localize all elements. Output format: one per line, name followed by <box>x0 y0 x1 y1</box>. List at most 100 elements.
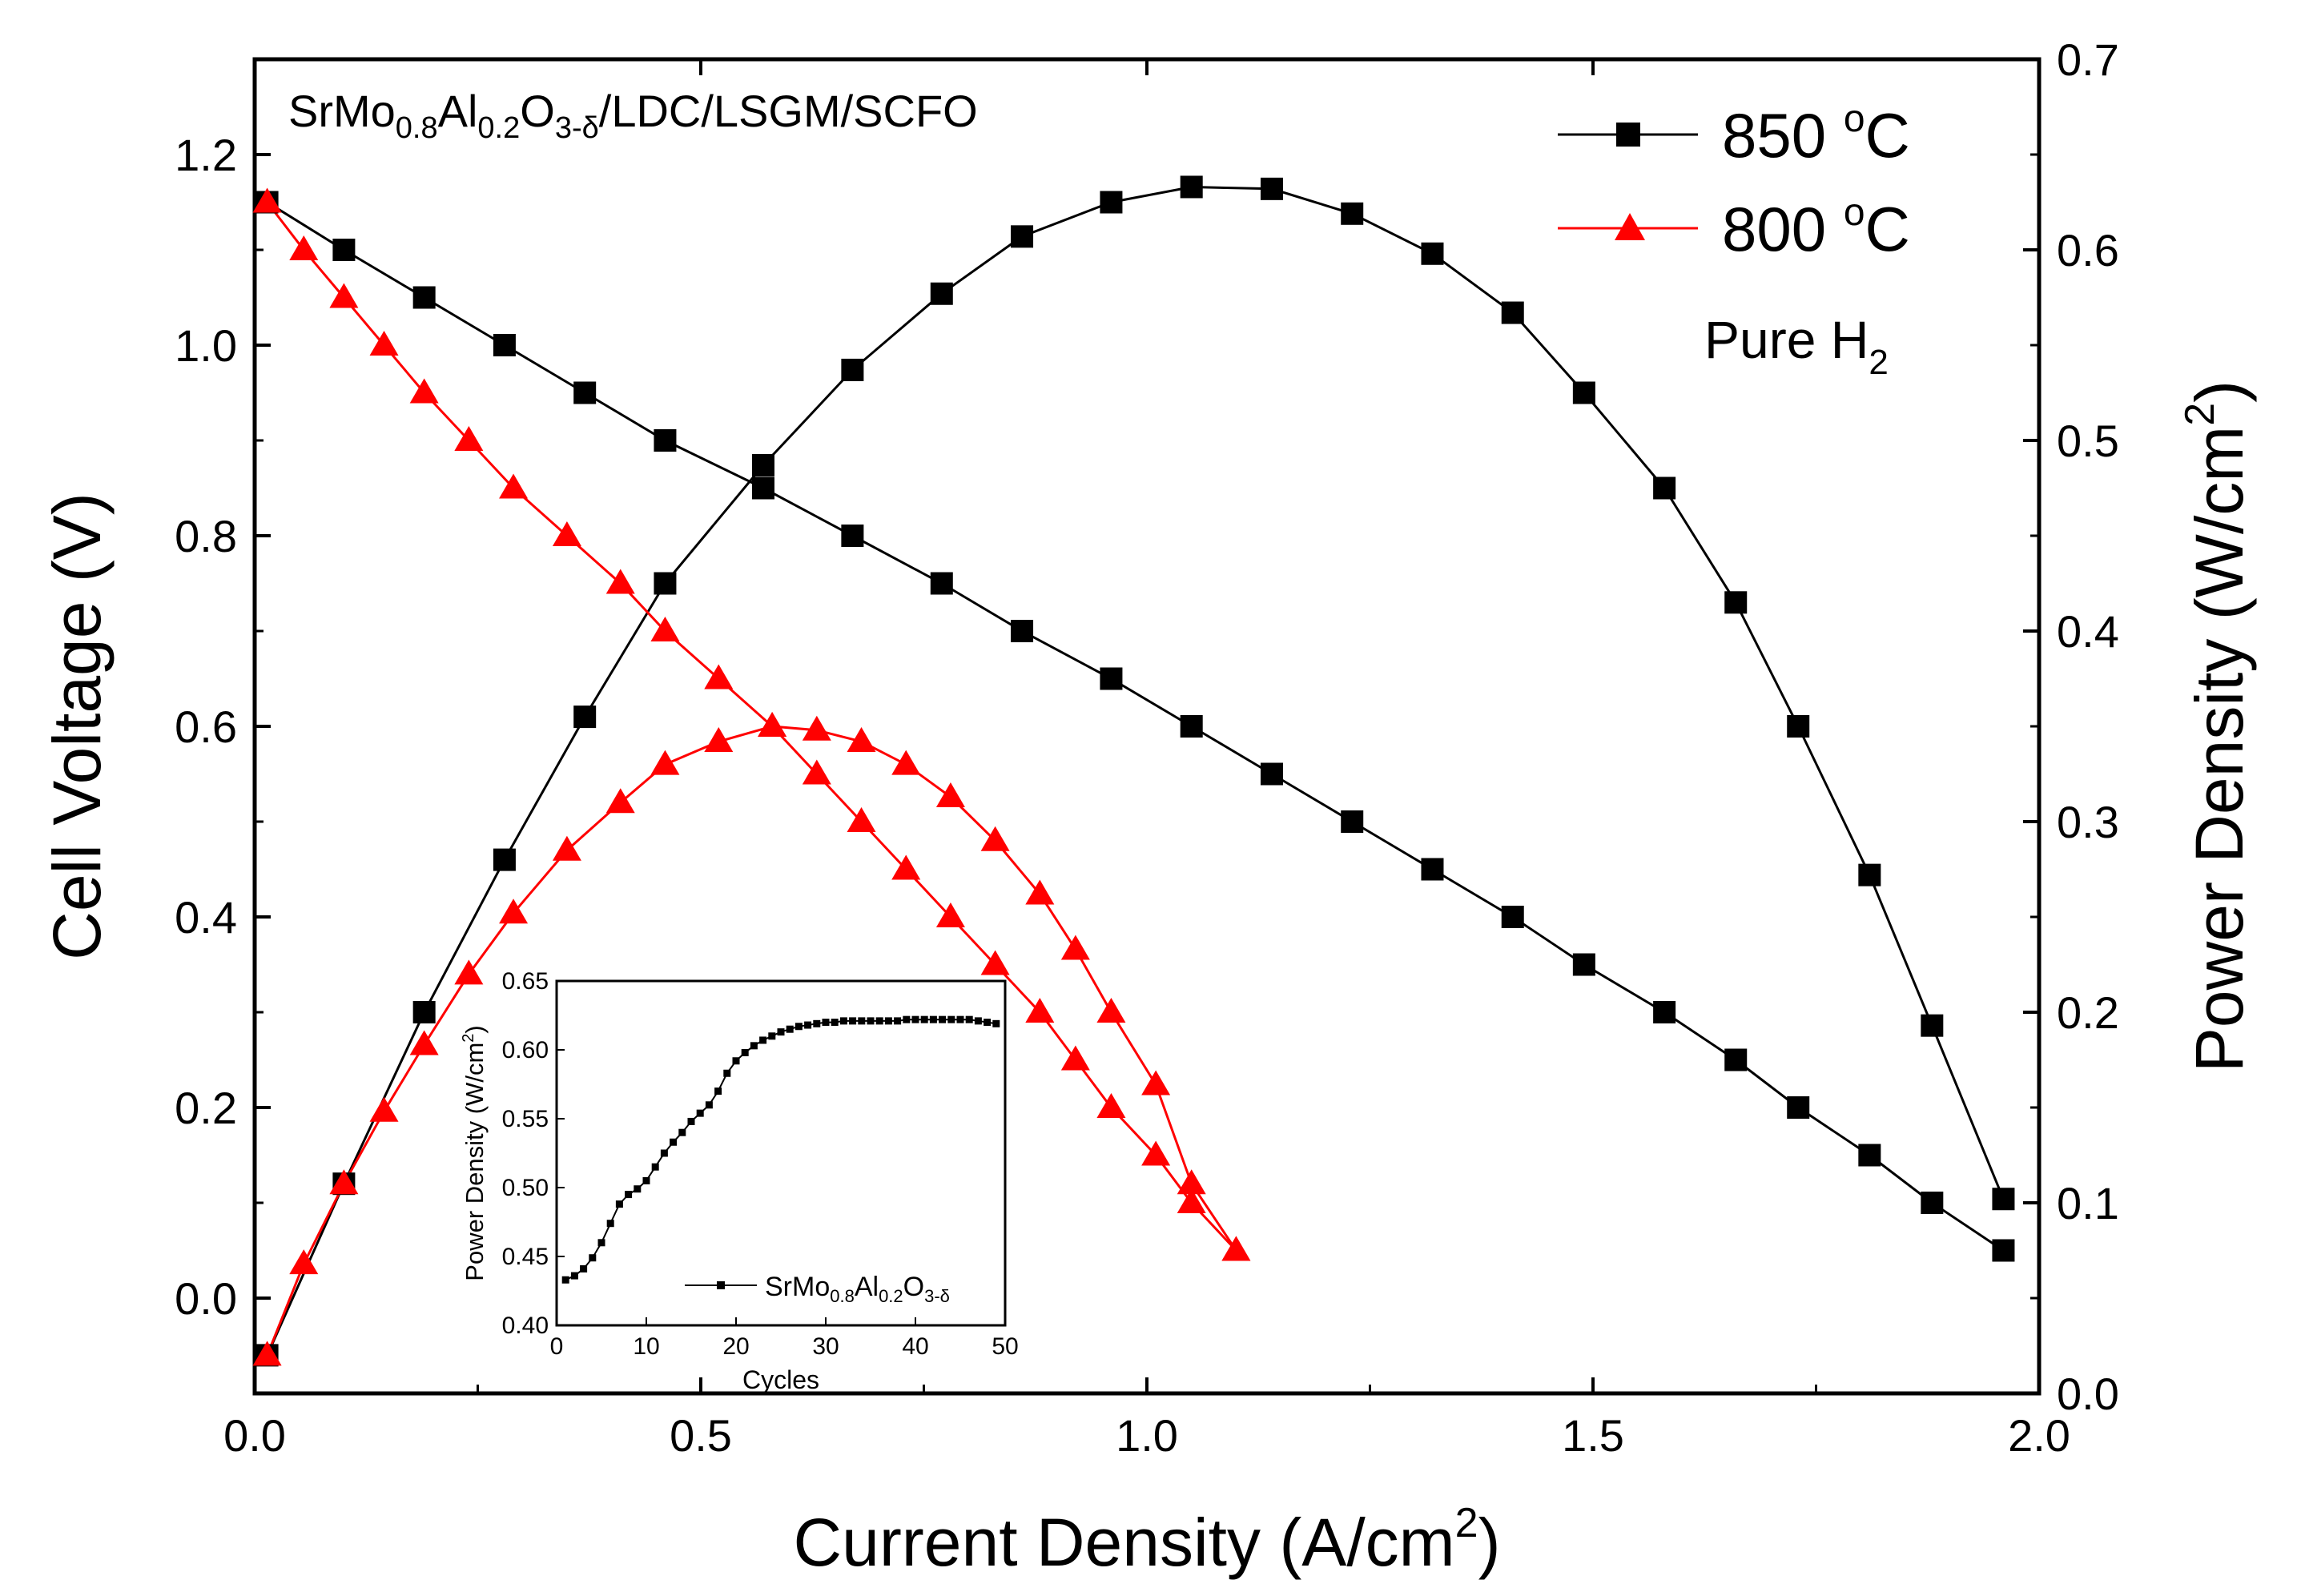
inset-data-point <box>939 1015 947 1023</box>
data-point-square <box>930 572 953 595</box>
data-point-square <box>493 848 516 871</box>
data-point-square <box>1858 1144 1881 1167</box>
data-point-triangle <box>758 712 787 737</box>
inset-x-tick-label: 30 <box>812 1333 839 1360</box>
y-tick-label: 0.6 <box>175 702 237 752</box>
legend-marker-800 <box>1615 213 1645 240</box>
x-tick-label: 1.0 <box>1116 1410 1178 1461</box>
inset-data-point <box>714 1087 722 1095</box>
data-point-square <box>1992 1188 2015 1211</box>
data-point-triangle <box>802 715 831 741</box>
y2-tick-label: 0.0 <box>2057 1369 2119 1419</box>
inset-data-point <box>884 1017 892 1025</box>
data-point-square <box>1572 953 1595 976</box>
data-point-triangle <box>369 331 399 356</box>
inset-data-point <box>634 1185 642 1193</box>
data-point-square <box>1100 667 1123 690</box>
inset-data-point <box>875 1017 883 1025</box>
data-point-square <box>1724 1048 1748 1071</box>
inset-data-point <box>947 1015 955 1023</box>
data-point-triangle <box>289 1249 319 1275</box>
inset-data-point <box>965 1015 973 1023</box>
inset-x-tick-label: 10 <box>633 1333 659 1360</box>
data-point-square <box>412 1001 436 1023</box>
x-axis-label: Current Density (A/cm2) <box>793 1500 1500 1580</box>
legend-item-850: 850 oC <box>1558 98 1910 171</box>
data-point-square <box>1653 476 1676 500</box>
data-point-square <box>1501 906 1524 928</box>
data-point-triangle <box>980 950 1010 975</box>
inset-data-point <box>929 1015 937 1023</box>
x-tick-label: 0.5 <box>670 1410 732 1461</box>
inset-data-point <box>741 1048 749 1056</box>
data-point-triangle <box>454 426 484 451</box>
data-point-triangle <box>1096 998 1126 1023</box>
data-point-square <box>1341 810 1364 833</box>
inset-data-point <box>750 1042 758 1050</box>
data-point-square <box>1787 715 1810 738</box>
y2-tick-label: 0.1 <box>2057 1178 2119 1228</box>
y-tick-label: 0.2 <box>175 1083 237 1133</box>
inset-data-point <box>597 1239 605 1247</box>
inset-data-point <box>670 1138 678 1146</box>
data-point-square <box>654 572 677 595</box>
series-markers <box>252 175 2015 1367</box>
y-axis-label: Cell Voltage (V) <box>39 492 115 960</box>
y2-tick-label: 0.6 <box>2057 225 2119 275</box>
data-point-square <box>654 429 677 452</box>
inset-data-point <box>678 1128 686 1136</box>
inset-data-point <box>858 1017 866 1025</box>
data-point-triangle <box>409 378 439 404</box>
data-point-triangle <box>847 727 876 753</box>
inset-data-point <box>723 1069 731 1077</box>
inset-data-point <box>615 1200 623 1208</box>
y2-tick-label: 0.3 <box>2057 797 2119 847</box>
inset-data-point <box>903 1015 911 1023</box>
data-point-square <box>841 525 864 547</box>
data-point-triangle <box>935 782 965 808</box>
inset-x-tick-label: 40 <box>902 1333 928 1360</box>
inset-data-point <box>642 1176 650 1184</box>
y-tick-label: 1.2 <box>175 130 237 180</box>
inset-x-axis-ticks: 0 10 20 30 40 50 <box>550 1317 1019 1360</box>
inset-background <box>557 981 1005 1325</box>
data-point-square <box>1341 202 1364 225</box>
inset-data-point <box>651 1163 659 1171</box>
y2-axis-label: Power Density (W/cm2) <box>2177 380 2257 1072</box>
data-point-triangle <box>252 187 282 213</box>
data-point-square <box>1992 1239 2015 1262</box>
inset-data-point <box>570 1272 578 1280</box>
y2-axis-ticks: 0.0 0.1 0.2 0.3 0.4 0.5 0.6 0.7 <box>2023 34 2119 1419</box>
inset-y-tick-label: 0.65 <box>502 968 549 995</box>
inset-x-tick-label: 0 <box>550 1333 564 1360</box>
data-point-triangle <box>891 750 921 775</box>
fuel-label: Pure H2 <box>1704 310 1889 382</box>
y2-tick-label: 0.7 <box>2057 34 2119 85</box>
data-point-square <box>1180 175 1203 199</box>
data-point-square <box>1180 715 1203 738</box>
inset-data-point <box>894 1017 902 1025</box>
data-point-triangle <box>704 727 734 753</box>
y-axis-ticks: 0.0 0.2 0.4 0.6 0.8 1.0 1.2 <box>175 58 271 1395</box>
inset-data-point <box>687 1117 695 1125</box>
inset-frame <box>555 979 1007 1327</box>
inset-y-tick-label: 0.60 <box>502 1037 549 1063</box>
data-point-square <box>493 334 516 356</box>
inset-data-point <box>831 1019 839 1027</box>
inset-data-point <box>759 1036 767 1044</box>
data-point-square <box>412 286 436 309</box>
inset-data-point <box>732 1057 740 1065</box>
inset-data-point <box>606 1220 614 1228</box>
data-point-square <box>1921 1014 1944 1037</box>
x-tick-label: 1.5 <box>1562 1410 1624 1461</box>
data-point-square <box>1858 863 1881 886</box>
inset-legend-marker <box>717 1281 725 1289</box>
inset-y-axis-ticks: 0.40 0.45 0.50 0.55 0.60 0.65 <box>502 968 565 1339</box>
inset-data-point <box>625 1191 633 1199</box>
data-point-square <box>332 239 356 261</box>
inset-data-point <box>804 1021 812 1029</box>
data-point-square <box>1501 301 1524 324</box>
data-point-triangle <box>552 521 581 546</box>
data-point-triangle <box>552 835 581 861</box>
inset-data-point <box>956 1015 964 1023</box>
